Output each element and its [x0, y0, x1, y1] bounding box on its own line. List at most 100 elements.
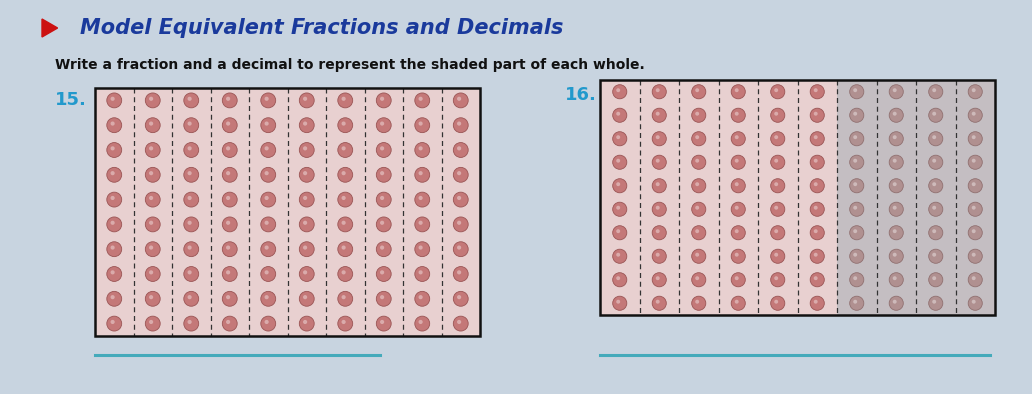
Circle shape — [810, 296, 825, 310]
Circle shape — [696, 88, 699, 92]
Circle shape — [732, 249, 745, 263]
Circle shape — [303, 245, 308, 250]
Circle shape — [106, 217, 122, 232]
Circle shape — [110, 320, 115, 324]
Circle shape — [110, 196, 115, 200]
Circle shape — [652, 296, 667, 310]
Circle shape — [616, 88, 620, 92]
Circle shape — [184, 217, 199, 232]
Circle shape — [264, 171, 268, 175]
Circle shape — [453, 118, 469, 133]
Circle shape — [655, 253, 659, 256]
Circle shape — [415, 167, 429, 182]
Circle shape — [377, 93, 391, 108]
Circle shape — [146, 291, 160, 306]
Circle shape — [616, 159, 620, 163]
Circle shape — [342, 97, 346, 101]
Circle shape — [929, 202, 943, 216]
Circle shape — [264, 320, 268, 324]
Circle shape — [457, 171, 461, 175]
Circle shape — [691, 249, 706, 263]
Circle shape — [415, 217, 429, 232]
Circle shape — [972, 135, 975, 139]
Circle shape — [377, 118, 391, 133]
Circle shape — [810, 132, 825, 146]
Circle shape — [613, 296, 626, 310]
Circle shape — [303, 320, 308, 324]
Circle shape — [342, 146, 346, 151]
Circle shape — [696, 300, 699, 304]
Circle shape — [893, 229, 897, 233]
Circle shape — [226, 196, 230, 200]
Circle shape — [303, 171, 308, 175]
Circle shape — [813, 253, 817, 256]
Circle shape — [264, 221, 268, 225]
Circle shape — [968, 296, 982, 310]
Circle shape — [337, 192, 353, 207]
Circle shape — [774, 88, 778, 92]
Circle shape — [261, 118, 276, 133]
Circle shape — [337, 291, 353, 306]
Circle shape — [337, 267, 353, 281]
Circle shape — [184, 192, 199, 207]
Circle shape — [188, 196, 192, 200]
Circle shape — [932, 182, 936, 186]
Circle shape — [929, 226, 943, 240]
Circle shape — [655, 112, 659, 116]
Circle shape — [691, 202, 706, 216]
Circle shape — [419, 295, 423, 299]
Circle shape — [110, 97, 115, 101]
Circle shape — [849, 155, 864, 169]
Circle shape — [146, 267, 160, 281]
Circle shape — [453, 242, 469, 256]
Circle shape — [890, 108, 903, 122]
Circle shape — [774, 253, 778, 256]
Circle shape — [813, 159, 817, 163]
Circle shape — [106, 93, 122, 108]
Circle shape — [337, 217, 353, 232]
Circle shape — [691, 226, 706, 240]
Circle shape — [457, 295, 461, 299]
Circle shape — [264, 196, 268, 200]
Circle shape — [415, 291, 429, 306]
Circle shape — [696, 159, 699, 163]
Circle shape — [261, 291, 276, 306]
Circle shape — [261, 143, 276, 158]
Circle shape — [813, 276, 817, 280]
Circle shape — [613, 132, 626, 146]
Circle shape — [222, 316, 237, 331]
Circle shape — [453, 267, 469, 281]
Circle shape — [342, 320, 346, 324]
Circle shape — [299, 267, 314, 281]
Circle shape — [968, 132, 982, 146]
Circle shape — [337, 167, 353, 182]
Circle shape — [377, 242, 391, 256]
Circle shape — [849, 179, 864, 193]
Circle shape — [146, 217, 160, 232]
Circle shape — [222, 291, 237, 306]
Circle shape — [813, 206, 817, 210]
Circle shape — [380, 221, 384, 225]
Circle shape — [616, 206, 620, 210]
Circle shape — [299, 217, 314, 232]
Circle shape — [735, 300, 739, 304]
Circle shape — [732, 296, 745, 310]
Circle shape — [415, 192, 429, 207]
Circle shape — [735, 159, 739, 163]
Circle shape — [774, 182, 778, 186]
Circle shape — [110, 146, 115, 151]
Circle shape — [419, 196, 423, 200]
Circle shape — [226, 270, 230, 275]
Circle shape — [303, 97, 308, 101]
Circle shape — [691, 296, 706, 310]
Circle shape — [972, 88, 975, 92]
Circle shape — [655, 135, 659, 139]
Circle shape — [972, 182, 975, 186]
Circle shape — [813, 300, 817, 304]
Circle shape — [696, 112, 699, 116]
Circle shape — [419, 146, 423, 151]
Circle shape — [613, 202, 626, 216]
Circle shape — [184, 291, 199, 306]
Circle shape — [890, 85, 903, 99]
Circle shape — [226, 121, 230, 126]
